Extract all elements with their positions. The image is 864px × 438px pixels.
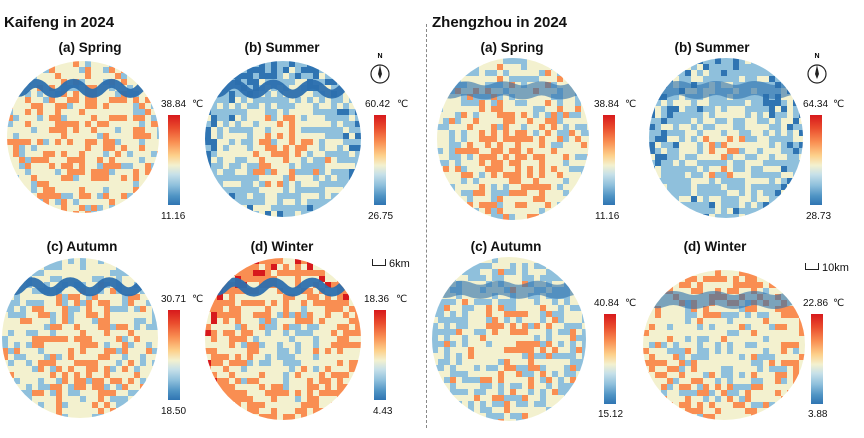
kaifeng-winter-colorbar	[374, 310, 386, 400]
zhengzhou-summer-map	[649, 58, 803, 218]
city-divider	[426, 24, 427, 428]
zhengzhou-winter-max: 22.86	[803, 298, 829, 309]
zhengzhou-winter-unit: ℃	[833, 298, 845, 309]
zhengzhou-summer-colorbar	[810, 115, 822, 205]
kaifeng-scale-bar-icon	[372, 259, 386, 266]
zhengzhou-spring-title: (a) Spring	[480, 40, 544, 55]
kaifeng-summer-max: 60.42	[365, 99, 391, 110]
zhengzhou-spring-min: 11.16	[595, 211, 620, 222]
kaifeng-summer-unit: ℃	[397, 99, 409, 110]
kaifeng-title: Kaifeng in 2024	[4, 14, 115, 31]
zhengzhou-summer-title: (b) Summer	[674, 40, 750, 55]
kaifeng-autumn-colorbar	[168, 310, 180, 400]
zhengzhou-winter-min: 3.88	[808, 409, 828, 420]
kaifeng-spring-min: 11.16	[161, 211, 186, 222]
kaifeng-winter-map	[205, 258, 361, 420]
kaifeng-autumn-unit: ℃	[192, 294, 204, 305]
zhengzhou-spring-colorbar	[603, 115, 615, 205]
kaifeng-scale-label: 6km	[389, 258, 410, 270]
zhengzhou-winter-map	[643, 270, 805, 420]
kaifeng-summer-map	[205, 61, 361, 217]
kaifeng-summer-min: 26.75	[368, 211, 394, 222]
kaifeng-north-label: N	[377, 53, 382, 60]
zhengzhou-summer-unit: ℃	[833, 99, 845, 110]
kaifeng-spring-unit: ℃	[192, 99, 204, 110]
kaifeng-autumn-max: 30.71	[161, 294, 187, 305]
kaifeng-winter-title: (d) Winter	[250, 239, 314, 254]
zhengzhou-scale-label: 10km	[822, 262, 849, 274]
zhengzhou-title: Zhengzhou in 2024	[432, 14, 568, 31]
zhengzhou-autumn-max: 40.84	[594, 298, 620, 309]
kaifeng-summer-colorbar	[374, 115, 386, 205]
kaifeng-autumn-title: (c) Autumn	[46, 239, 118, 254]
zhengzhou-autumn-colorbar	[604, 314, 616, 404]
kaifeng-spring-title: (a) Spring	[58, 40, 122, 55]
kaifeng-spring-colorbar	[168, 115, 180, 205]
kaifeng-spring-map	[7, 61, 159, 213]
zhengzhou-scale-bar-icon	[805, 263, 819, 270]
kaifeng-spring-max: 38.84	[161, 99, 187, 110]
zhengzhou-spring-unit: ℃	[625, 99, 637, 110]
kaifeng-summer-title: (b) Summer	[244, 40, 320, 55]
zhengzhou-spring-max: 38.84	[594, 99, 620, 110]
zhengzhou-summer-min: 28.73	[806, 211, 832, 222]
zhengzhou-north-arrow-icon: N	[807, 53, 827, 84]
zhengzhou-spring-map	[437, 58, 589, 220]
kaifeng-winter-min: 4.43	[373, 406, 393, 417]
zhengzhou-autumn-unit: ℃	[625, 298, 637, 309]
zhengzhou-autumn-min: 15.12	[598, 409, 624, 420]
kaifeng-winter-max: 18.36	[364, 294, 390, 305]
kaifeng-winter-unit: ℃	[396, 294, 408, 305]
kaifeng-north-arrow-icon: N	[370, 53, 390, 84]
kaifeng-scale-bar: 6km	[372, 258, 410, 270]
zhengzhou-scale-bar: 10km	[805, 262, 849, 274]
kaifeng-autumn-map	[2, 258, 158, 418]
zhengzhou-winter-colorbar	[811, 314, 823, 404]
zhengzhou-north-label: N	[814, 53, 819, 60]
kaifeng-autumn-min: 18.50	[161, 406, 187, 417]
zhengzhou-summer-max: 64.34	[803, 99, 829, 110]
zhengzhou-autumn-title: (c) Autumn	[470, 239, 542, 254]
zhengzhou-winter-title: (d) Winter	[683, 239, 747, 254]
zhengzhou-autumn-map	[432, 257, 586, 421]
